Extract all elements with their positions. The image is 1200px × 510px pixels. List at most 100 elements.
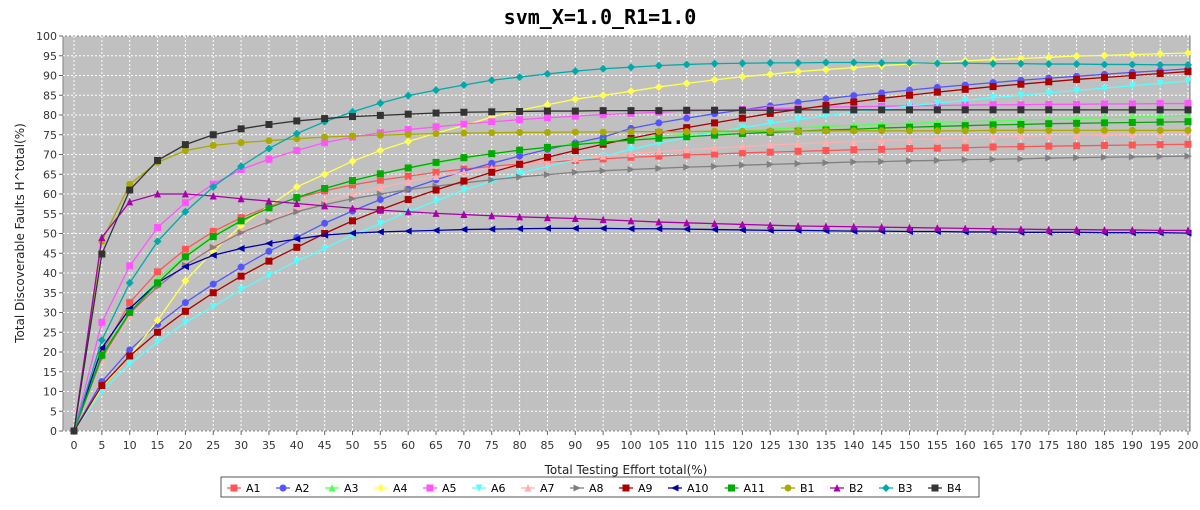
data-point	[181, 190, 189, 198]
x-tick-label: 195	[1150, 439, 1171, 452]
legend-marker	[230, 484, 238, 492]
data-point	[654, 61, 663, 70]
data-point	[126, 312, 134, 320]
data-point	[543, 157, 551, 166]
data-point	[989, 126, 997, 134]
data-point	[627, 149, 635, 158]
data-point	[348, 229, 356, 237]
data-point	[97, 344, 106, 352]
data-point	[376, 183, 384, 191]
legend-label: A4	[393, 482, 408, 495]
data-point	[711, 162, 719, 170]
data-point	[321, 115, 329, 123]
data-point	[906, 91, 913, 99]
data-point	[627, 225, 635, 233]
y-tick-label: 10	[43, 386, 57, 399]
data-point	[460, 108, 468, 116]
data-point	[293, 194, 301, 202]
data-point	[1100, 126, 1108, 134]
data-point	[571, 168, 580, 176]
data-point	[1128, 60, 1137, 69]
data-point	[432, 123, 440, 131]
data-point	[627, 153, 635, 161]
x-tick-label: 175	[1038, 439, 1059, 452]
data-point	[1073, 100, 1081, 108]
data-point	[181, 263, 189, 271]
y-tick-label: 100	[36, 30, 57, 43]
x-tick-label: 125	[760, 439, 781, 452]
data-point	[711, 144, 719, 152]
data-point	[543, 224, 551, 232]
y-tick-label: 50	[43, 228, 57, 241]
data-point	[1100, 130, 1108, 138]
data-point	[209, 251, 217, 259]
data-point	[1128, 141, 1136, 149]
data-point	[1184, 106, 1192, 114]
data-point	[1017, 225, 1025, 233]
data-point	[822, 159, 830, 167]
data-point	[766, 127, 774, 135]
data-point	[989, 121, 997, 129]
data-point	[98, 351, 106, 359]
data-point	[460, 168, 468, 176]
data-point	[376, 190, 385, 198]
data-point	[376, 111, 384, 119]
data-point	[738, 59, 747, 68]
data-point	[933, 59, 942, 68]
data-point	[488, 211, 496, 220]
data-point	[1017, 101, 1025, 109]
data-point	[516, 212, 524, 221]
data-point	[404, 207, 412, 216]
data-point	[1100, 153, 1109, 161]
data-point	[459, 80, 468, 89]
data-point	[683, 133, 691, 141]
x-tick-label: 185	[1094, 439, 1115, 452]
data-point	[1017, 91, 1025, 100]
data-point	[738, 114, 746, 122]
data-point	[404, 196, 412, 204]
data-point	[738, 149, 746, 157]
data-point	[1045, 131, 1053, 140]
data-point	[905, 58, 914, 67]
series-A1	[70, 140, 1192, 435]
data-point	[181, 253, 189, 261]
data-point	[404, 172, 412, 180]
data-point	[906, 102, 913, 110]
data-point	[432, 109, 440, 117]
data-point	[906, 223, 913, 232]
data-point	[1044, 60, 1053, 69]
data-point	[571, 95, 580, 104]
legend-marker	[671, 484, 679, 492]
data-point	[1156, 106, 1164, 114]
y-tick-label: 55	[43, 208, 57, 221]
data-point	[961, 106, 969, 114]
data-point	[404, 137, 413, 146]
data-point	[933, 106, 941, 114]
data-point	[794, 98, 802, 106]
data-point	[850, 127, 858, 135]
data-point	[599, 107, 607, 115]
data-point	[738, 127, 746, 135]
data-point	[683, 151, 691, 159]
data-point	[711, 219, 719, 228]
x-tick-label: 75	[485, 439, 499, 452]
data-point	[321, 184, 329, 192]
data-point	[404, 164, 412, 172]
legend-item-B3: B3	[879, 482, 913, 495]
legend-item-A9: A9	[619, 482, 653, 495]
data-point	[376, 196, 384, 204]
data-point	[794, 221, 802, 230]
data-point	[989, 101, 997, 109]
data-point	[571, 67, 580, 76]
data-point	[209, 233, 217, 241]
x-tick-label: 30	[234, 439, 248, 452]
data-point	[655, 218, 663, 226]
data-point	[1017, 126, 1025, 134]
data-point	[154, 279, 162, 287]
data-point	[265, 137, 273, 145]
data-point	[906, 106, 913, 114]
legend-label: A10	[687, 482, 709, 495]
data-point	[711, 127, 719, 135]
data-point	[850, 158, 858, 166]
data-point	[321, 201, 329, 210]
